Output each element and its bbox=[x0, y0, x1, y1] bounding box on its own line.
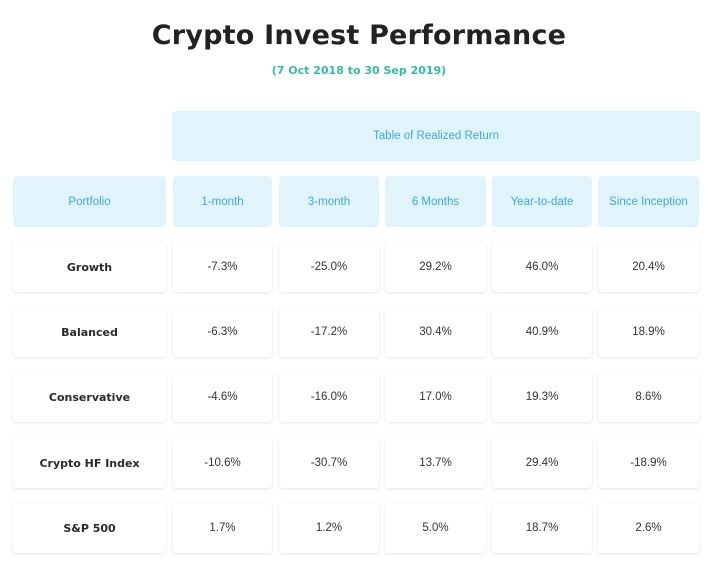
table-cell: -16.0% bbox=[279, 372, 379, 422]
table-cell: 40.9% bbox=[492, 307, 592, 357]
table-cell: -6.3% bbox=[173, 307, 272, 357]
table-cell: 1.7% bbox=[173, 503, 272, 553]
table-cell: 20.4% bbox=[598, 242, 699, 292]
column-header-since-inception: Since Inception bbox=[598, 176, 699, 227]
table-cell: -17.2% bbox=[279, 307, 379, 357]
table-cell: 18.9% bbox=[598, 307, 699, 357]
column-header-1-month: 1-month bbox=[173, 176, 272, 227]
date-range-subtitle: (7 Oct 2018 to 30 Sep 2019) bbox=[271, 64, 447, 77]
row-label-growth: Growth bbox=[13, 242, 166, 292]
column-header-year-to-date: Year-to-date bbox=[492, 176, 592, 227]
table-cell: 1.2% bbox=[279, 503, 379, 553]
row-label-conservative: Conservative bbox=[13, 372, 166, 422]
row-label-crypto-hf-index: Crypto HF Index bbox=[13, 438, 166, 488]
table-cell: 19.3% bbox=[492, 372, 592, 422]
table-cell: 18.7% bbox=[492, 503, 592, 553]
table-cell: -4.6% bbox=[173, 372, 272, 422]
table-cell: 46.0% bbox=[492, 242, 592, 292]
table-cell: 2.6% bbox=[598, 503, 699, 553]
group-header: Table of Realized Return bbox=[172, 111, 700, 161]
table-cell: 29.2% bbox=[385, 242, 486, 292]
table-cell: 30.4% bbox=[385, 307, 486, 357]
table-cell: 8.6% bbox=[598, 372, 699, 422]
row-label-balanced: Balanced bbox=[13, 307, 166, 357]
column-header-6-months: 6 Months bbox=[385, 176, 486, 227]
table-cell: -30.7% bbox=[279, 438, 379, 488]
table-cell: -25.0% bbox=[279, 242, 379, 292]
table-cell: 13.7% bbox=[385, 438, 486, 488]
table-cell: -7.3% bbox=[173, 242, 272, 292]
table-cell: 17.0% bbox=[385, 372, 486, 422]
table-cell: -10.6% bbox=[173, 438, 272, 488]
table-cell: 5.0% bbox=[385, 503, 486, 553]
table-cell: 29.4% bbox=[492, 438, 592, 488]
row-label-sp-500: S&P 500 bbox=[13, 503, 166, 553]
table-cell: -18.9% bbox=[598, 438, 699, 488]
page-title: Crypto Invest Performance bbox=[151, 20, 567, 51]
column-header-3-month: 3-month bbox=[279, 176, 379, 227]
column-header-portfolio: Portfolio bbox=[13, 176, 166, 227]
